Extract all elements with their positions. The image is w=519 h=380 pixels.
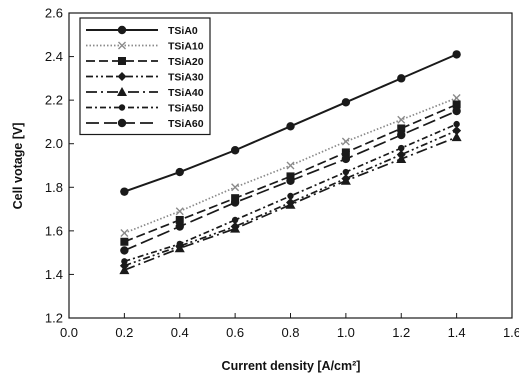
legend-marker (118, 104, 126, 111)
legend-marker (118, 41, 126, 50)
data-point (175, 215, 184, 224)
data-point (397, 74, 406, 83)
x-tick-label: 0.6 (226, 325, 244, 340)
data-point (286, 161, 295, 170)
data-point (175, 167, 184, 177)
data-point (452, 100, 461, 109)
data-point (287, 192, 294, 200)
legend-item: TSiA10 (86, 41, 204, 53)
data-point (230, 198, 240, 207)
legend-item: TSiA0 (86, 25, 198, 37)
data-point (341, 148, 350, 157)
data-point (120, 187, 129, 196)
x-tick-label: 0.4 (171, 325, 189, 340)
y-tick-label: 2.2 (45, 93, 63, 108)
series-TSiA0 (120, 50, 461, 196)
data-point (452, 106, 461, 116)
x-tick-label: 0.2 (115, 325, 133, 340)
y-tick-label: 1.4 (45, 267, 63, 282)
data-point (342, 168, 350, 176)
y-axis-title: Cell votage [V] (11, 123, 25, 210)
legend-marker (118, 57, 126, 65)
x-tick-label: 0.0 (60, 325, 78, 340)
data-point (176, 240, 183, 248)
legend-label: TSiA30 (168, 72, 204, 84)
data-point (397, 130, 406, 140)
y-tick-label: 1.8 (45, 180, 63, 195)
data-point (230, 146, 240, 155)
data-point (341, 137, 350, 146)
legend-label: TSiA50 (168, 103, 204, 115)
legend-item: TSiA60 (86, 118, 204, 130)
axes: 0.0 0.2 0.4 0.6 0.8 1.0 1.2 1.4 1.6 1.2 1.4 1.6 1.8 2… (45, 6, 519, 341)
data-point (120, 246, 129, 255)
data-point (452, 50, 461, 59)
data-point (396, 153, 407, 163)
series-TSiA50 (121, 120, 460, 265)
x-tick-label: 1.6 (503, 325, 519, 340)
legend-marker (117, 118, 127, 128)
data-point (175, 207, 184, 216)
legend: TSiA0 TSiA10 TSiA20 TSiA30 TSiA40 TSiA50 TSiA6… (79, 17, 211, 136)
y-tick-label: 2.0 (45, 136, 63, 151)
data-point (286, 176, 295, 185)
legend-item: TSiA20 (86, 56, 204, 68)
y-tick-label: 2.4 (45, 49, 63, 64)
y-tick-label: 2.6 (45, 6, 63, 21)
data-point (452, 126, 462, 136)
y-tick-label: 1.6 (45, 223, 63, 238)
data-point (231, 183, 240, 192)
data-point (340, 175, 351, 185)
x-tick-label: 1.0 (337, 325, 355, 340)
data-point (398, 144, 405, 152)
legend-item: TSiA30 (86, 72, 204, 84)
data-point (120, 229, 129, 238)
legend-label: TSiA0 (168, 25, 198, 37)
series-TSiA60 (120, 106, 461, 255)
series-layer (119, 50, 462, 275)
x-axis-title: Current density [A/cm²] (222, 359, 361, 373)
data-point (397, 115, 406, 124)
data-point (231, 194, 240, 203)
data-point (231, 216, 239, 224)
legend-marker (117, 72, 127, 81)
data-point (452, 93, 461, 102)
legend-label: TSiA20 (168, 56, 204, 68)
data-point (341, 154, 351, 164)
data-point (174, 243, 185, 253)
legend-label: TSiA10 (168, 41, 204, 53)
legend-label: TSiA40 (168, 87, 204, 99)
data-point (285, 199, 296, 209)
legend-item: TSiA40 (86, 87, 204, 99)
data-point (119, 265, 130, 275)
data-point (341, 98, 351, 107)
data-point (451, 132, 462, 142)
data-point (121, 258, 128, 265)
data-point (397, 124, 406, 133)
series-line (124, 123, 457, 263)
data-point (453, 120, 460, 128)
data-point (230, 223, 241, 233)
x-tick-label: 1.4 (448, 325, 466, 340)
series-TSiA20 (120, 100, 461, 246)
x-tick-label: 0.8 (281, 325, 299, 340)
data-point (286, 172, 295, 181)
series-TSiA10 (120, 93, 461, 238)
series-TSiA40 (119, 132, 462, 275)
legend-marker (117, 25, 127, 35)
data-point (286, 122, 295, 131)
data-point (120, 237, 129, 246)
legend-item: TSiA50 (86, 103, 204, 115)
x-tick-label: 1.2 (392, 325, 410, 340)
legend-marker (117, 87, 127, 96)
y-tick-label: 1.2 (45, 311, 63, 326)
data-point (175, 222, 184, 231)
legend-label: TSiA60 (168, 118, 204, 130)
